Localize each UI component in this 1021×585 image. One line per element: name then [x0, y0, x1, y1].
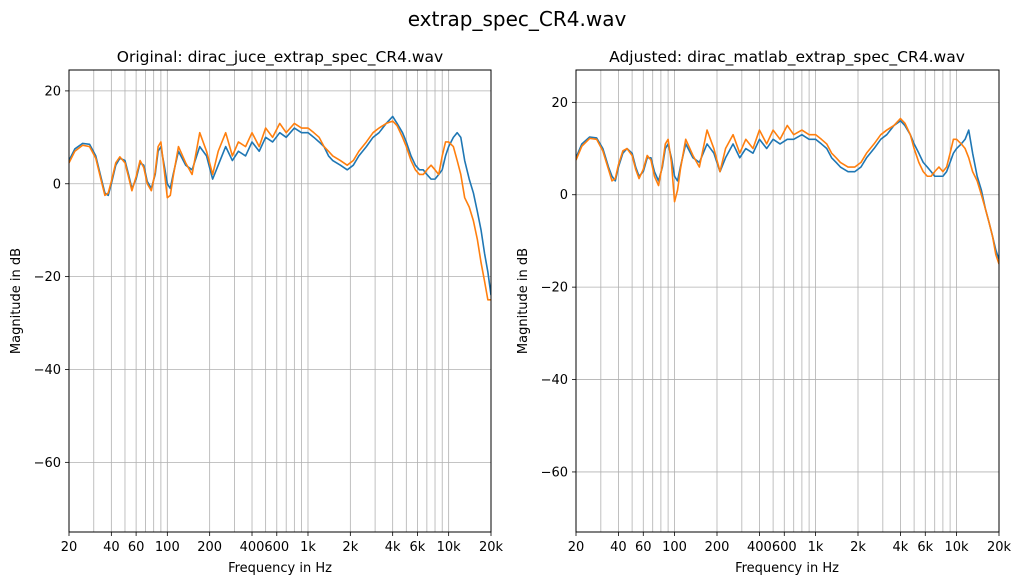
y-tick-label: 20: [44, 84, 61, 99]
x-tick-label: 100: [155, 540, 180, 555]
ticks-adjusted: 20 40 60 100 200 400 600 1k 2k 4k 6k 10k 20k200−20−4…: [541, 96, 1012, 555]
x-tick-label: 40: [610, 540, 627, 555]
x-tick-label: 1k: [300, 540, 316, 555]
axes-frame-original: [68, 69, 492, 533]
y-tick-label: −40: [34, 363, 61, 378]
y-tick-label: −20: [34, 270, 61, 285]
x-tick-label: 2k: [850, 540, 866, 555]
series-line-2-original: [69, 120, 491, 301]
x-tick-label: 4k: [385, 540, 401, 555]
x-tick-label: 1k: [808, 540, 824, 555]
plot-lines-original: [69, 115, 491, 301]
x-tick-label: 6k: [917, 540, 933, 555]
y-tick-label: −20: [541, 281, 568, 296]
series-line-1-original: [69, 115, 491, 296]
chart-title-original: Original: dirac_juce_extrap_spec_CR4.wav: [117, 48, 443, 67]
y-tick-label: 0: [560, 188, 568, 203]
chart-panel-adjusted: Adjusted: dirac_matlab_extrap_spec_CR4.w…: [516, 48, 1012, 576]
axes-frame-adjusted: [575, 69, 1000, 533]
x-tick-label: 60: [635, 540, 652, 555]
plot-lines-adjusted: [576, 117, 999, 265]
y-tick-label: 20: [551, 96, 568, 111]
chart-title-adjusted: Adjusted: dirac_matlab_extrap_spec_CR4.w…: [609, 48, 965, 67]
x-tick-label: 600: [264, 540, 289, 555]
figure-title: extrap_spec_CR4.wav: [408, 7, 627, 31]
y-tick-label: −60: [541, 465, 568, 480]
grid-original: [69, 70, 491, 532]
x-tick-label: 200: [705, 540, 730, 555]
series-line-2-adjusted: [576, 117, 999, 265]
y-tick-label: 0: [53, 177, 61, 192]
x-tick-label: 600: [772, 540, 797, 555]
x-axis-label-adjusted: Frequency in Hz: [735, 561, 839, 576]
x-tick-label: 400: [240, 540, 265, 555]
x-tick-label: 20k: [479, 540, 504, 555]
series-line-1-adjusted: [576, 120, 999, 260]
x-tick-label: 20: [568, 540, 585, 555]
y-tick-label: −40: [541, 373, 568, 388]
x-tick-label: 2k: [342, 540, 358, 555]
x-tick-label: 60: [128, 540, 145, 555]
ticks-original: 20 40 60 100 200 400 600 1k 2k 4k 6k 10k 20k200−20−4…: [34, 84, 504, 555]
x-tick-label: 6k: [410, 540, 426, 555]
x-tick-label: 10k: [437, 540, 462, 555]
x-tick-label: 20k: [987, 540, 1012, 555]
x-tick-label: 20: [61, 540, 78, 555]
y-tick-label: −60: [34, 456, 61, 471]
x-tick-label: 400: [747, 540, 772, 555]
x-tick-label: 200: [197, 540, 222, 555]
x-tick-label: 40: [103, 540, 120, 555]
y-axis-label-original: Magnitude in dB: [9, 248, 24, 354]
x-tick-label: 4k: [893, 540, 909, 555]
x-tick-label: 10k: [945, 540, 970, 555]
x-axis-label-original: Frequency in Hz: [228, 561, 332, 576]
x-tick-label: 100: [662, 540, 687, 555]
y-axis-label-adjusted: Magnitude in dB: [516, 248, 531, 354]
chart-panel-original: Original: dirac_juce_extrap_spec_CR4.wav…: [9, 48, 504, 576]
